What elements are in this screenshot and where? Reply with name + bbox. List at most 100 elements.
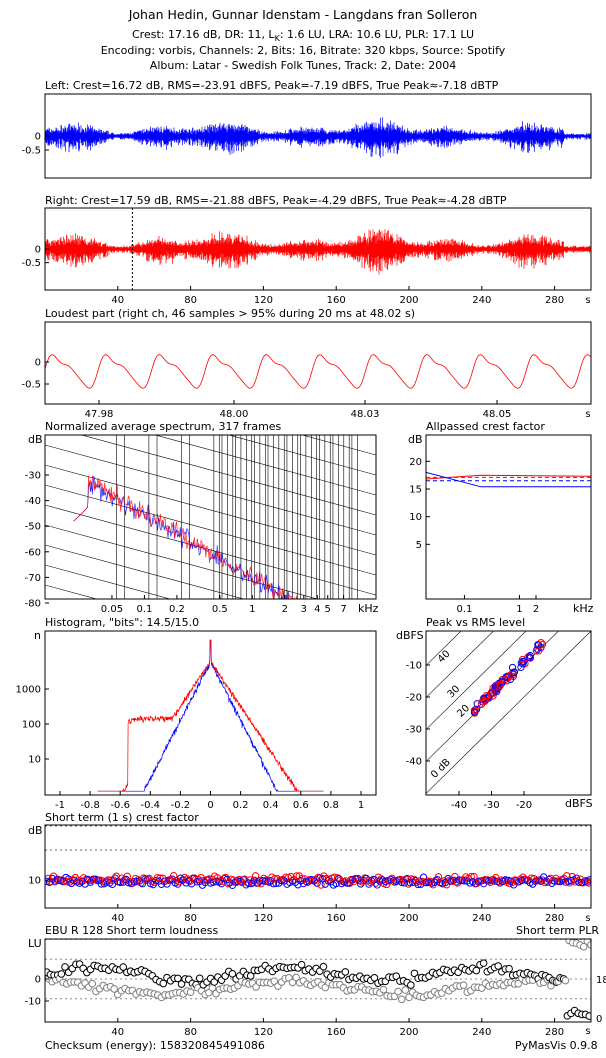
loudness-point bbox=[407, 981, 415, 989]
crest-point-left bbox=[425, 878, 433, 887]
spectrum-ytick-5-label: -80 bbox=[25, 599, 41, 610]
plr-point bbox=[587, 941, 591, 949]
spectrum-xtick-0-label: 0.05 bbox=[101, 604, 123, 615]
loudness-point bbox=[392, 972, 401, 980]
peak-rms-ytick-1-label: -20 bbox=[406, 693, 422, 704]
spectrum-slope-line bbox=[227, 435, 376, 476]
right-xtick-5-label: 240 bbox=[472, 295, 491, 306]
histogram-xtick-1-label: -0.8 bbox=[80, 800, 100, 811]
crest-point-right bbox=[371, 879, 380, 887]
loudness-point bbox=[246, 972, 255, 980]
plr-point bbox=[270, 977, 279, 985]
loudness-point bbox=[585, 1012, 591, 1020]
right-channel-waveform bbox=[44, 229, 592, 275]
crest-point-right bbox=[251, 872, 260, 880]
peak-rms-ylabel: dBFS bbox=[396, 629, 424, 642]
loudest-xtick-3-label: 48.05 bbox=[483, 409, 512, 420]
peak-rms-diag-label-3: 0 dB bbox=[429, 757, 453, 781]
crest-ytick-0-label: 10 bbox=[28, 876, 41, 887]
plr-point bbox=[88, 979, 97, 988]
spectrum-frame bbox=[44, 434, 377, 600]
plr-point bbox=[579, 942, 588, 951]
crest-point-right bbox=[60, 877, 69, 885]
plr-point bbox=[110, 985, 118, 993]
peak-rms-point bbox=[495, 683, 503, 691]
loudness-point bbox=[370, 973, 379, 982]
plr-point bbox=[379, 985, 388, 994]
histogram-series-line bbox=[97, 639, 324, 793]
crest-point-right bbox=[467, 872, 475, 881]
crest-frame bbox=[44, 824, 592, 909]
plr-point bbox=[561, 976, 570, 985]
crest-point-left bbox=[261, 877, 269, 885]
plr-tick-0: 18 bbox=[596, 975, 606, 986]
loudness-xtick-4-label: 200 bbox=[399, 1027, 418, 1038]
crest-point-left bbox=[422, 878, 430, 887]
left-channel-title: Left: Crest=16.72 dB, RMS=-23.91 dBFS, P… bbox=[45, 79, 499, 92]
crest-point-right bbox=[418, 877, 426, 886]
loudness-ytick-1-label: -10 bbox=[25, 997, 41, 1008]
crest-point-right bbox=[107, 876, 115, 884]
allpass-ytick-1-label: 15 bbox=[409, 485, 422, 496]
loudest-part-line bbox=[44, 354, 592, 389]
peak-rms-point bbox=[518, 655, 527, 664]
right-xtick-0-label: 40 bbox=[111, 295, 124, 306]
plr-point bbox=[405, 993, 413, 1002]
peak-rms-diag bbox=[426, 631, 462, 666]
loudness-ylabel: LU bbox=[28, 937, 42, 950]
peak-rms-frame bbox=[425, 630, 592, 796]
crest-point-right bbox=[470, 872, 478, 881]
crest-point-right bbox=[423, 877, 432, 885]
loudness-xtick-6-label: 280 bbox=[545, 1027, 564, 1038]
crest-point-left bbox=[455, 876, 463, 884]
spectrum-xtick-8-label: 5 bbox=[325, 604, 331, 615]
crest-point-left bbox=[141, 875, 149, 883]
plr-point bbox=[186, 988, 195, 997]
loudness-point bbox=[174, 974, 182, 983]
allpass-ytick-2-label: 10 bbox=[409, 512, 422, 523]
crest-point-left bbox=[234, 877, 242, 885]
peak-rms-point bbox=[487, 688, 496, 696]
spectrum-xtick-6-label: 3 bbox=[301, 604, 307, 615]
crest-point-right bbox=[587, 877, 591, 885]
crest-point-left bbox=[389, 877, 398, 885]
spectrum-xunit: kHz bbox=[358, 602, 379, 615]
loudness-plot bbox=[45, 939, 591, 1020]
spectrum-slope-line bbox=[45, 625, 376, 715]
peak-rms-ytick-3-label: -40 bbox=[406, 757, 422, 768]
crest-xtick-6-label: 280 bbox=[545, 913, 564, 924]
spectrum-ytick-0-label: -30 bbox=[25, 471, 41, 482]
peak-rms-point bbox=[526, 654, 534, 662]
histogram-xtick-2-label: -0.6 bbox=[110, 800, 130, 811]
histogram-xtick-8-label: 0.6 bbox=[293, 800, 309, 811]
crest-point-right bbox=[563, 872, 571, 880]
histogram-xtick-0-label: -1 bbox=[55, 800, 65, 811]
peak-rms-diag bbox=[426, 631, 527, 730]
peak-rms-point bbox=[538, 640, 547, 649]
allpass-plot bbox=[426, 471, 591, 488]
peak-rms-diag-label-0: 40 bbox=[436, 648, 453, 665]
histogram-xtick-9-label: 0.8 bbox=[323, 800, 339, 811]
left-channel-ytick-0-label: 0 bbox=[35, 132, 41, 143]
loudness-point bbox=[297, 960, 306, 969]
peak-rms-diag-label-2: 20 bbox=[455, 703, 472, 720]
album-line: Album: Latar - Swedish Folk Tunes, Track… bbox=[149, 59, 457, 72]
left-channel-waveform bbox=[44, 117, 592, 158]
spectrum-ytick-1-label: -40 bbox=[25, 496, 41, 507]
plr-point bbox=[394, 987, 402, 996]
histogram-xtick-5-label: 0 bbox=[207, 800, 213, 811]
allpass-frame bbox=[425, 434, 592, 600]
loudest-xunit: s bbox=[585, 409, 590, 420]
histogram-ylabel: n bbox=[34, 629, 41, 642]
peak-rms-point bbox=[503, 677, 511, 685]
spectrum-slope-line bbox=[45, 524, 319, 599]
loudness-point bbox=[119, 963, 128, 971]
loudness-point bbox=[61, 963, 69, 971]
loudness-point bbox=[228, 970, 237, 978]
crest-factor-title: Short term (1 s) crest factor bbox=[45, 811, 199, 824]
peak-rms-xtick-0-label: -40 bbox=[451, 800, 467, 811]
right-xtick-3-label: 160 bbox=[327, 295, 346, 306]
loudness-point bbox=[159, 979, 168, 988]
spectrum-slope-line bbox=[45, 605, 376, 695]
